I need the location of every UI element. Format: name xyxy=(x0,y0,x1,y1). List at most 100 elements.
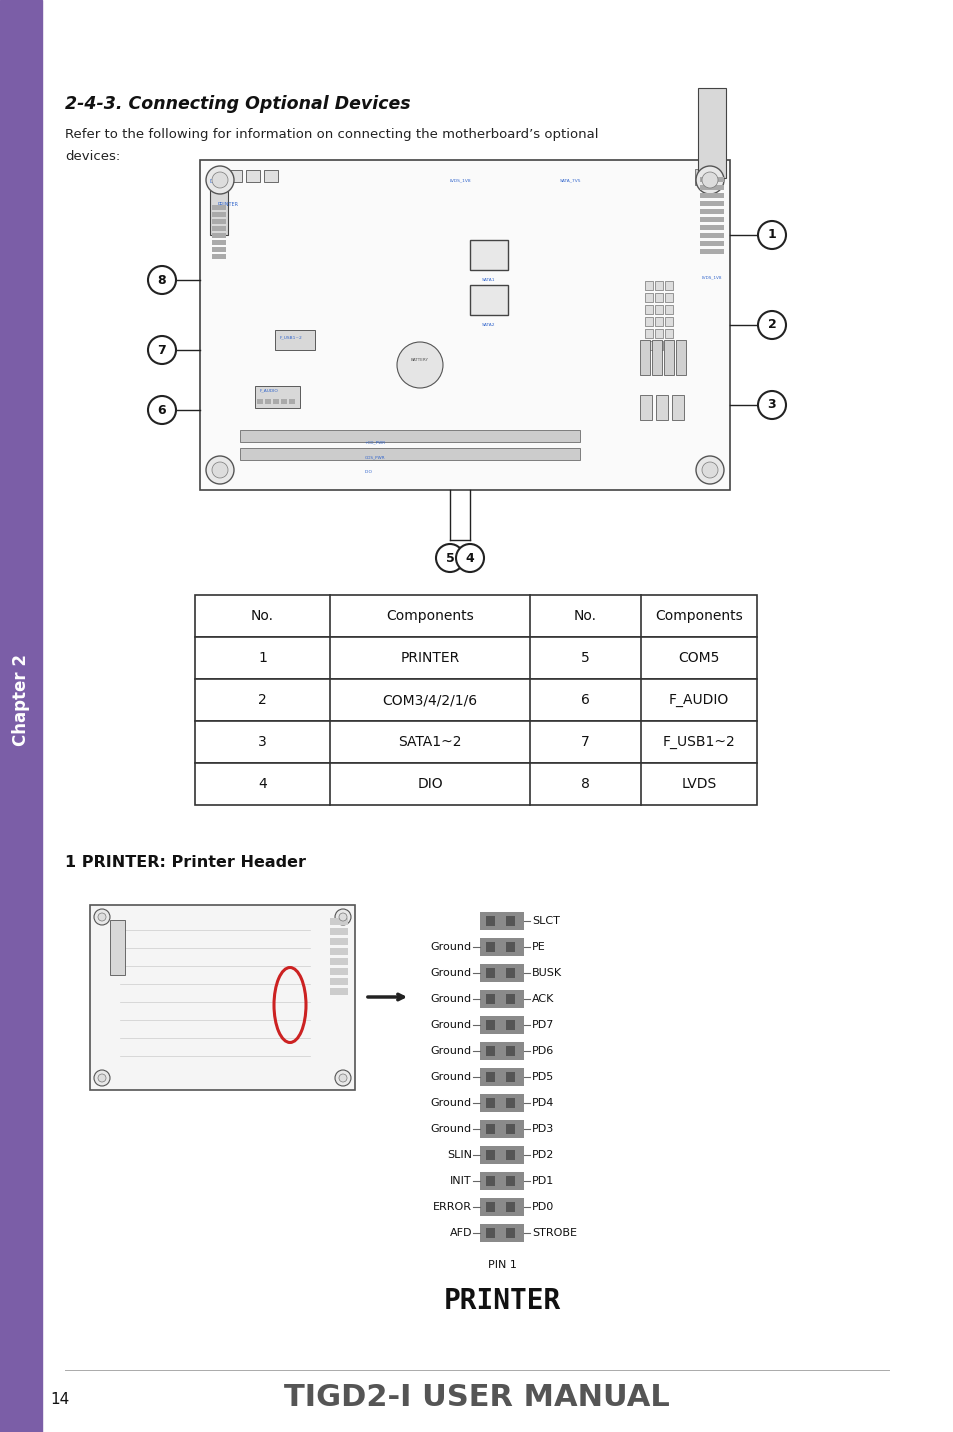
Circle shape xyxy=(758,221,785,249)
Text: STROBE: STROBE xyxy=(532,1229,577,1239)
Text: 5: 5 xyxy=(445,551,454,564)
Bar xyxy=(664,341,672,349)
Text: 4: 4 xyxy=(465,551,474,564)
Bar xyxy=(210,170,224,182)
Text: 1: 1 xyxy=(258,652,267,664)
Bar xyxy=(264,170,277,182)
Text: DIO: DIO xyxy=(365,470,373,474)
Bar xyxy=(246,170,260,182)
Bar xyxy=(479,938,523,957)
Bar xyxy=(212,226,226,231)
Bar xyxy=(485,1229,495,1239)
Bar xyxy=(664,281,672,291)
Bar xyxy=(505,1201,515,1211)
Text: LVDS_1V8: LVDS_1V8 xyxy=(450,178,471,182)
Text: ACK: ACK xyxy=(532,994,554,1004)
Text: devices:: devices: xyxy=(65,150,120,163)
Bar xyxy=(479,1146,523,1164)
Text: SATA_7V5: SATA_7V5 xyxy=(559,178,581,182)
Bar xyxy=(485,1098,495,1108)
Bar xyxy=(330,928,348,935)
Bar xyxy=(274,329,314,349)
Bar xyxy=(479,964,523,982)
Text: Ground: Ground xyxy=(431,994,472,1004)
Bar xyxy=(706,169,710,185)
Text: SATA2: SATA2 xyxy=(482,324,496,326)
Circle shape xyxy=(436,544,463,571)
Text: Ground: Ground xyxy=(431,1020,472,1030)
Text: Chapter 2: Chapter 2 xyxy=(12,654,30,746)
Bar xyxy=(644,341,652,349)
Circle shape xyxy=(696,455,723,484)
Bar xyxy=(655,316,662,326)
Bar xyxy=(505,1073,515,1083)
Text: No.: No. xyxy=(251,609,274,623)
Bar xyxy=(656,395,667,420)
Text: Ground: Ground xyxy=(431,1045,472,1055)
Text: PD1: PD1 xyxy=(532,1176,554,1186)
Text: PD2: PD2 xyxy=(532,1150,554,1160)
Bar xyxy=(485,916,495,927)
Text: No.: No. xyxy=(574,609,597,623)
Bar xyxy=(485,968,495,978)
Text: PD3: PD3 xyxy=(532,1124,554,1134)
Bar xyxy=(200,160,729,490)
Bar xyxy=(505,942,515,952)
Bar xyxy=(194,720,757,763)
Bar xyxy=(212,233,226,238)
Bar xyxy=(655,329,662,338)
Bar xyxy=(639,395,651,420)
Circle shape xyxy=(338,1074,347,1083)
Bar xyxy=(700,241,723,246)
Text: LVDS: LVDS xyxy=(680,778,716,790)
Text: AFD: AFD xyxy=(449,1229,472,1239)
Circle shape xyxy=(335,909,351,925)
Text: 2: 2 xyxy=(258,693,267,707)
Text: 3: 3 xyxy=(258,735,267,749)
Bar xyxy=(655,281,662,291)
Text: ERROR: ERROR xyxy=(433,1201,472,1211)
Circle shape xyxy=(98,914,106,921)
Bar xyxy=(505,1045,515,1055)
Text: PD0: PD0 xyxy=(532,1201,554,1211)
Bar xyxy=(240,448,579,460)
Bar xyxy=(644,316,652,326)
Bar xyxy=(479,1199,523,1216)
Text: SLCT: SLCT xyxy=(532,916,559,927)
Bar xyxy=(505,994,515,1004)
Text: LVDS_1V8: LVDS_1V8 xyxy=(701,275,721,279)
Bar xyxy=(700,209,723,213)
Text: F_USB1~2: F_USB1~2 xyxy=(280,335,302,339)
Text: 8: 8 xyxy=(157,274,166,286)
Text: PD4: PD4 xyxy=(532,1098,554,1108)
Text: Refer to the following for information on connecting the motherboard’s optional: Refer to the following for information o… xyxy=(65,127,598,140)
Text: PD6: PD6 xyxy=(532,1045,554,1055)
Text: PD7: PD7 xyxy=(532,1020,554,1030)
Bar xyxy=(700,169,704,185)
Text: Ground: Ground xyxy=(431,1073,472,1083)
Bar xyxy=(281,400,287,404)
Text: Components: Components xyxy=(386,609,474,623)
Bar xyxy=(256,400,263,404)
Bar xyxy=(330,968,348,975)
Bar xyxy=(700,225,723,231)
Bar xyxy=(470,241,507,271)
Text: Ground: Ground xyxy=(431,1124,472,1134)
Bar xyxy=(505,1124,515,1134)
Bar xyxy=(265,400,271,404)
Bar xyxy=(90,905,355,1090)
Text: F_USB1~2: F_USB1~2 xyxy=(662,735,735,749)
Bar xyxy=(664,305,672,314)
Bar xyxy=(240,430,579,442)
Text: PRINTER: PRINTER xyxy=(443,1287,560,1315)
Text: F_AUDIO: F_AUDIO xyxy=(668,693,728,707)
Bar xyxy=(485,1020,495,1030)
Bar xyxy=(644,281,652,291)
Text: 6: 6 xyxy=(157,404,166,417)
Bar xyxy=(330,938,348,945)
Text: 8: 8 xyxy=(580,778,589,790)
Bar xyxy=(330,978,348,985)
Bar xyxy=(194,679,757,720)
Text: 7: 7 xyxy=(157,344,166,357)
Circle shape xyxy=(456,544,483,571)
